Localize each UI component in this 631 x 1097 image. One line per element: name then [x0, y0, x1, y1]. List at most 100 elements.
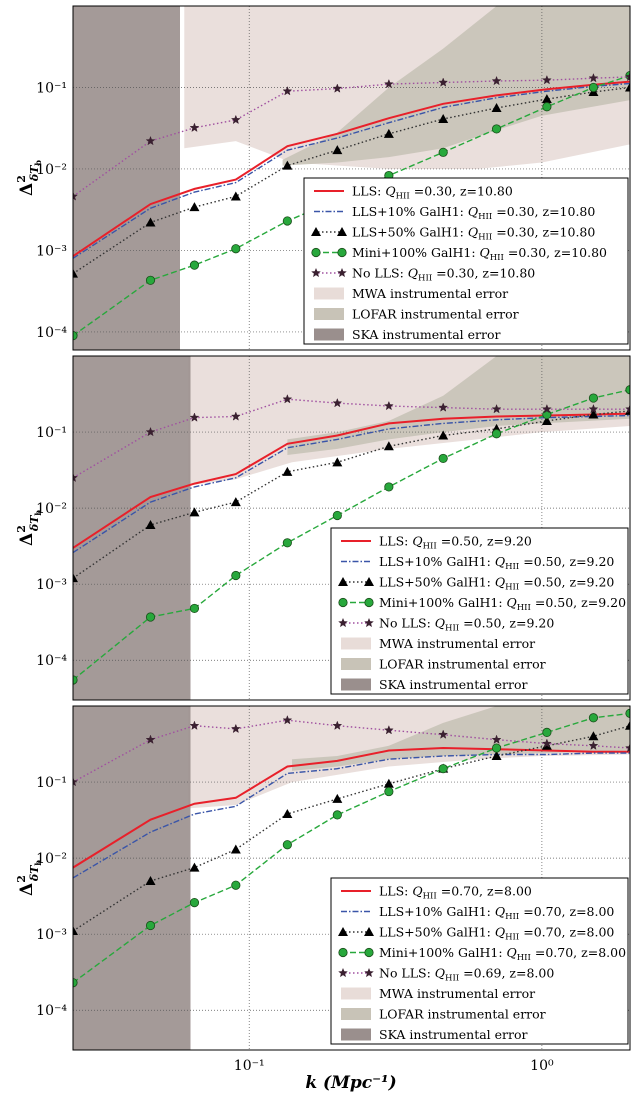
series-3	[73, 720, 630, 936]
series-line	[73, 719, 630, 783]
error-band-lofar	[282, 6, 630, 166]
data-point	[491, 102, 502, 112]
legend-marker	[338, 597, 348, 608]
data-point	[282, 840, 292, 850]
series-2	[73, 82, 630, 259]
plot-area	[73, 6, 630, 350]
legend-item: SKA instrumental error	[341, 1027, 528, 1042]
y-axis-label-sup: 2	[15, 175, 28, 183]
data-point	[383, 441, 394, 451]
legend-label-q: Q	[385, 184, 395, 199]
data-point	[541, 94, 552, 104]
data-point	[73, 472, 78, 483]
y-tick-label: 10⁻³	[36, 927, 67, 943]
data-point	[491, 734, 502, 744]
data-point	[332, 793, 343, 803]
legend-item: LOFAR instrumental error	[314, 307, 519, 322]
legend-label-q: Q	[480, 245, 490, 260]
data-point	[145, 734, 156, 744]
data-point	[491, 403, 502, 414]
data-point	[541, 403, 552, 414]
legend-label-prefix: No LLS:	[379, 616, 435, 631]
data-point	[588, 403, 599, 414]
data-point	[332, 145, 343, 155]
legend-label-prefix: LLS+10% GalH1:	[352, 204, 468, 219]
legend-marker	[364, 927, 374, 936]
y-axis-label: Δ2δTb	[15, 860, 43, 896]
data-point	[230, 191, 241, 201]
error-band-ska	[73, 356, 191, 700]
legend-label-prefix: LLS:	[379, 884, 412, 899]
data-point	[332, 810, 342, 820]
y-tick-label: 10⁻⁴	[36, 653, 67, 669]
data-point	[73, 776, 78, 787]
legend-label-prefix: LLS+50% GalH1:	[379, 575, 495, 590]
legend-label-suffix: =0.70, z=8.00	[519, 904, 614, 919]
data-point	[282, 715, 293, 725]
legend-marker	[338, 617, 348, 628]
legend-label-q: Q	[408, 266, 418, 281]
data-point	[189, 122, 200, 133]
legend-label: Mini+100% GalH1: QHII =0.70, z=8.00	[379, 945, 626, 963]
series-line	[73, 82, 630, 259]
data-point	[438, 147, 448, 157]
legend-item: LLS: QHII =0.50, z=9.20	[341, 534, 532, 552]
data-point	[332, 83, 343, 93]
legend-item: LLS: QHII =0.30, z=10.80	[314, 184, 513, 202]
legend-label-suffix: =0.50, z=9.20	[519, 554, 614, 569]
data-point	[383, 400, 394, 411]
data-point	[189, 412, 200, 422]
series-line	[73, 414, 630, 554]
legend-item: LLS+50% GalH1: QHII =0.50, z=9.20	[338, 575, 614, 593]
data-point	[332, 510, 342, 521]
legend-label: LLS+50% GalH1: QHII =0.30, z=10.80	[352, 225, 595, 243]
data-point	[189, 260, 200, 270]
data-point	[491, 429, 502, 439]
legend-marker	[337, 227, 347, 236]
series-line	[73, 725, 630, 932]
legend-label-prefix: LLS+10% GalH1:	[379, 904, 495, 919]
y-axis-label-main: Δ	[17, 533, 37, 546]
y-tick-label: 10⁻⁴	[36, 325, 67, 341]
legend-swatch	[341, 1008, 371, 1020]
data-point	[384, 482, 394, 492]
legend-label-prefix: No LLS:	[352, 266, 408, 281]
data-point	[282, 538, 292, 548]
series-5	[73, 394, 630, 483]
data-point	[332, 720, 343, 730]
legend-item: Mini+100% GalH1: QHII =0.30, z=10.80	[311, 245, 607, 263]
legend-item: Mini+100% GalH1: QHII =0.50, z=9.20	[338, 595, 626, 613]
legend-marker	[311, 247, 321, 258]
legend-label-q: Q	[495, 554, 505, 569]
data-point	[145, 275, 156, 285]
legend-marker	[338, 577, 348, 586]
data-point	[73, 191, 78, 201]
legend-label-hii: HII	[505, 562, 519, 572]
legend-label: LLS: QHII =0.50, z=9.20	[379, 534, 532, 552]
y-tick-label: 10⁻²	[36, 851, 67, 867]
series-2	[73, 414, 630, 554]
data-point	[438, 114, 449, 124]
error-band-ska	[73, 6, 180, 350]
legend-label: LLS+50% GalH1: QHII =0.70, z=8.00	[379, 925, 614, 943]
data-point	[282, 809, 293, 819]
y-tick-label: 10⁻²	[36, 162, 67, 178]
legend-item: LLS+50% GalH1: QHII =0.30, z=10.80	[311, 225, 595, 243]
legend-swatch	[314, 308, 344, 320]
legend-label-prefix: LLS+50% GalH1:	[352, 225, 468, 240]
data-point	[145, 519, 156, 529]
legend-label-hii: HII	[505, 583, 519, 593]
data-point	[145, 426, 156, 437]
legend-marker	[364, 617, 374, 628]
legend-label: Mini+100% GalH1: QHII =0.30, z=10.80	[352, 245, 607, 263]
legend-label-suffix: =0.70, z=8.00	[437, 884, 532, 899]
y-axis-label-sub: δT	[28, 515, 41, 532]
legend-item: No LLS: QHII =0.30, z=10.80	[311, 266, 535, 284]
y-axis-label-sup: 2	[15, 875, 28, 883]
data-point	[282, 466, 293, 476]
series-4	[73, 385, 630, 685]
x-axis-label: k (Mpc⁻¹)	[305, 1073, 396, 1093]
legend-label-hii: HII	[517, 953, 531, 963]
